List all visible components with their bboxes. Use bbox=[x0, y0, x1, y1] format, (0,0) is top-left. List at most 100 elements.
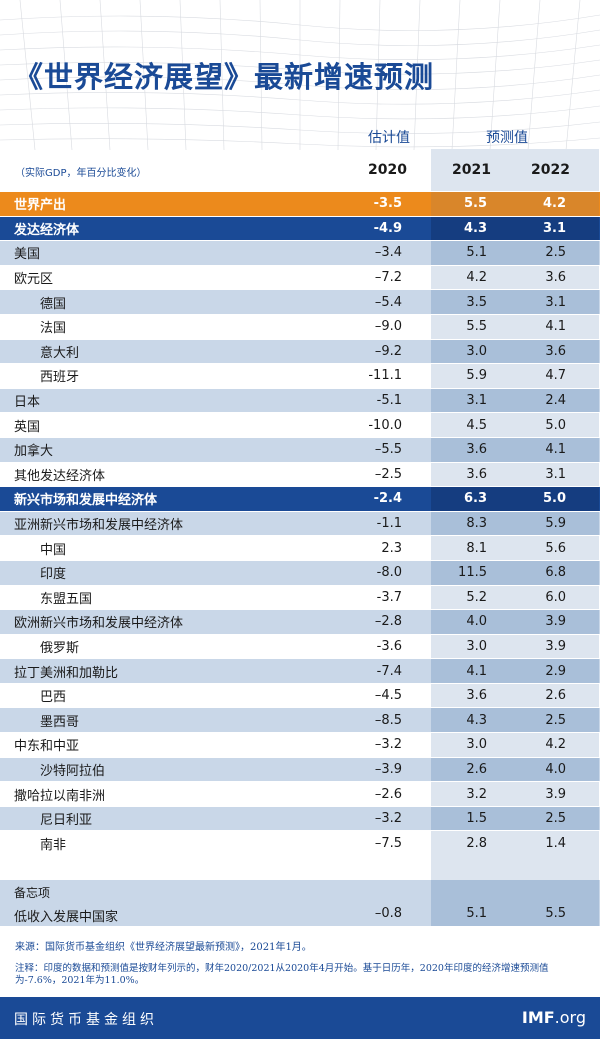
imf-site-link[interactable]: IMF.org bbox=[522, 1008, 586, 1027]
memo-value-2021: 5.1 bbox=[466, 906, 487, 921]
header-banner: 《世界经济展望》最新增速预测 估计值 预测值 bbox=[0, 0, 600, 150]
forecast-cell-bg bbox=[431, 437, 599, 462]
row-label: 巴西 bbox=[40, 690, 67, 706]
table-row: 拉丁美洲和加勒比 -7.4 4.1 2.9 bbox=[0, 658, 600, 683]
row-value-2020: -10.0 bbox=[368, 417, 402, 433]
row-value-2022: 2.5 bbox=[545, 245, 566, 261]
forecast-cell-bg bbox=[431, 487, 599, 511]
row-value-2021: 3.0 bbox=[466, 737, 487, 753]
row-value-2020: -7.4 bbox=[376, 663, 402, 679]
forecast-cell-bg bbox=[431, 831, 599, 856]
table-row: 墨西哥 –8.5 4.3 2.5 bbox=[0, 707, 600, 733]
row-value-2021: 5.9 bbox=[466, 368, 487, 384]
row-value-2020: –2.8 bbox=[374, 614, 402, 630]
table-row: 日本 -5.1 3.1 2.4 bbox=[0, 387, 600, 413]
row-value-2020: -3.7 bbox=[376, 589, 402, 605]
row-value-2020: -3.5 bbox=[373, 196, 402, 212]
row-value-2020: –3.2 bbox=[374, 811, 402, 827]
row-value-2020: –3.4 bbox=[374, 245, 402, 261]
row-value-2020: -5.1 bbox=[376, 393, 402, 409]
projections-header: 预测值 bbox=[486, 130, 528, 146]
row-value-2022: 3.1 bbox=[542, 220, 566, 236]
row-value-2022: 6.0 bbox=[545, 589, 566, 605]
year-header-2020: 2020 bbox=[368, 162, 407, 178]
row-value-2021: 4.1 bbox=[466, 663, 487, 679]
row-value-2022: 1.4 bbox=[545, 835, 566, 851]
row-value-2020: –9.2 bbox=[374, 343, 402, 359]
forecast-cell-bg bbox=[431, 585, 599, 610]
row-label: 中东和中亚 bbox=[14, 739, 80, 755]
row-value-2021: 2.6 bbox=[466, 761, 487, 777]
row-value-2020: –7.2 bbox=[374, 270, 402, 286]
row-value-2022: 4.2 bbox=[545, 737, 566, 753]
row-value-2021: 1.5 bbox=[466, 811, 487, 827]
row-value-2021: 3.5 bbox=[466, 294, 487, 310]
table-row: 加拿大 –5.5 3.6 4.1 bbox=[0, 436, 600, 462]
table-row: 俄罗斯 -3.6 3.0 3.9 bbox=[0, 633, 600, 659]
forecast-cell-bg bbox=[431, 364, 599, 388]
page-title: 《世界经济展望》最新增速预测 bbox=[14, 60, 435, 94]
row-label: 亚洲新兴市场和发展中经济体 bbox=[14, 518, 184, 534]
row-value-2021: 8.1 bbox=[466, 540, 487, 556]
forecast-cell-bg bbox=[431, 733, 599, 757]
forecast-cell-bg bbox=[431, 241, 599, 265]
row-value-2020: –9.0 bbox=[374, 319, 402, 335]
row-value-2022: 4.1 bbox=[545, 442, 566, 458]
row-value-2022: 4.2 bbox=[542, 196, 566, 212]
row-label: 意大利 bbox=[40, 345, 80, 361]
forecast-cell-bg bbox=[431, 757, 599, 782]
organization-name: 国际货币基金组织 bbox=[14, 1012, 158, 1028]
row-value-2022: 2.5 bbox=[545, 712, 566, 728]
unit-note: （实际GDP，年百分比变化） bbox=[15, 168, 147, 179]
forecast-cell-bg bbox=[431, 806, 599, 831]
forecast-cell-bg bbox=[431, 610, 599, 634]
row-label: 加拿大 bbox=[14, 444, 54, 460]
table-row: 英国 -10.0 4.5 5.0 bbox=[0, 412, 600, 437]
forecast-cell-bg bbox=[431, 560, 599, 585]
row-value-2022: 5.6 bbox=[545, 540, 566, 556]
row-value-2020: -8.0 bbox=[376, 565, 402, 581]
row-value-2021: 4.5 bbox=[466, 417, 487, 433]
table-row: 撒哈拉以南非洲 –2.6 3.2 3.9 bbox=[0, 781, 600, 806]
forecast-cell-bg bbox=[431, 314, 599, 339]
table-row: 意大利 –9.2 3.0 3.6 bbox=[0, 338, 600, 364]
row-value-2020: –8.5 bbox=[374, 712, 402, 728]
memo-value-2022: 5.5 bbox=[545, 906, 566, 921]
row-value-2022: 3.9 bbox=[545, 614, 566, 630]
row-value-2021: 3.6 bbox=[466, 442, 487, 458]
memo-row-label: 低收入发展中国家 bbox=[14, 910, 119, 925]
row-value-2022: 3.9 bbox=[545, 786, 566, 802]
table-row: 欧元区 –7.2 4.2 3.6 bbox=[0, 264, 600, 290]
row-value-2021: 3.2 bbox=[466, 786, 487, 802]
table-row: 新兴市场和发展中经济体 -2.4 6.3 5.0 bbox=[0, 486, 600, 511]
table-row: 其他发达经济体 –2.5 3.6 3.1 bbox=[0, 461, 600, 487]
row-value-2021: 4.3 bbox=[463, 220, 487, 236]
forecast-cell-bg bbox=[431, 536, 599, 560]
row-value-2021: 8.3 bbox=[466, 516, 487, 532]
row-value-2022: 2.5 bbox=[545, 811, 566, 827]
row-label: 墨西哥 bbox=[40, 714, 80, 730]
table-row: 中国 2.3 8.1 5.6 bbox=[0, 535, 600, 560]
row-value-2020: -1.1 bbox=[376, 516, 402, 532]
row-value-2020: 2.3 bbox=[381, 540, 402, 556]
imf-site-suffix: .org bbox=[554, 1008, 586, 1027]
row-label: 印度 bbox=[40, 567, 67, 583]
row-value-2022: 2.6 bbox=[545, 688, 566, 704]
row-value-2020: –5.5 bbox=[374, 442, 402, 458]
row-value-2021: 5.5 bbox=[463, 196, 487, 212]
row-value-2021: 3.1 bbox=[466, 393, 487, 409]
row-label: 中国 bbox=[40, 542, 67, 558]
row-value-2022: 3.6 bbox=[545, 270, 566, 286]
table-row: 法国 –9.0 5.5 4.1 bbox=[0, 313, 600, 339]
row-value-2020: –5.4 bbox=[374, 294, 402, 310]
table-row: 世界产出 -3.5 5.5 4.2 bbox=[0, 191, 600, 216]
row-value-2022: 3.1 bbox=[545, 466, 566, 482]
memo-heading: 备忘项 bbox=[14, 886, 51, 900]
row-value-2022: 4.7 bbox=[545, 368, 566, 384]
row-value-2021: 4.3 bbox=[466, 712, 487, 728]
row-label: 法国 bbox=[40, 321, 67, 337]
table-row: 中东和中亚 –3.2 3.0 4.2 bbox=[0, 732, 600, 757]
footnote: 注释：印度的数据和预测值是按财年列示的，财年2020/2021从2020年4月开… bbox=[15, 963, 549, 986]
row-value-2020: –4.5 bbox=[374, 688, 402, 704]
row-value-2021: 5.5 bbox=[466, 319, 487, 335]
